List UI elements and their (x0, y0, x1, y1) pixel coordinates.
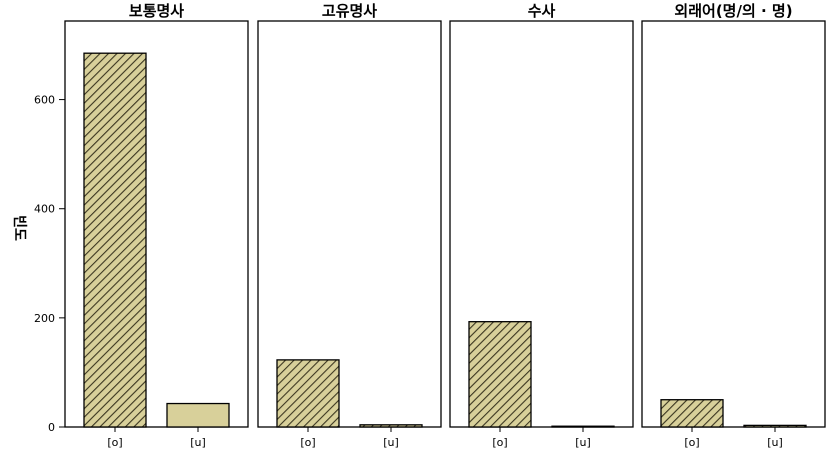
bar (551, 425, 615, 428)
y-tick-label: 600 (34, 94, 55, 107)
y-axis-label: 빈도 (11, 215, 27, 241)
panel-title: 보통명사 (129, 2, 184, 20)
y-tick-label: 200 (34, 312, 55, 325)
panel-title: 수사 (528, 2, 556, 20)
x-tick-label: [o] (492, 436, 507, 449)
y-tick-label: 400 (34, 203, 55, 216)
bar (359, 424, 423, 428)
panel-frame (64, 20, 249, 428)
bar (743, 424, 807, 428)
bar (660, 399, 724, 428)
plot-area: 0 200 400 600 보통명사 [o] [u] 고유명사 [o] [u] 수사 [o] [u] 외래… (34, 2, 826, 449)
x-tick-label: [u] (575, 436, 591, 449)
bar (276, 359, 340, 428)
bar (83, 52, 147, 428)
panel-title: 고유명사 (322, 2, 377, 20)
bar (166, 402, 230, 428)
bar (468, 321, 532, 428)
x-tick-label: [o] (684, 436, 699, 449)
panel-frame (257, 20, 442, 428)
x-tick-label: [o] (107, 436, 122, 449)
y-tick-label: 0 (48, 421, 55, 434)
x-tick-label: [u] (383, 436, 399, 449)
x-tick-label: [u] (190, 436, 206, 449)
panel-frame (641, 20, 826, 428)
x-tick-label: [u] (767, 436, 783, 449)
panel-frame (449, 20, 634, 428)
panel-title: 외래어(명/의 · 명) (674, 2, 792, 20)
x-tick-label: [o] (300, 436, 315, 449)
